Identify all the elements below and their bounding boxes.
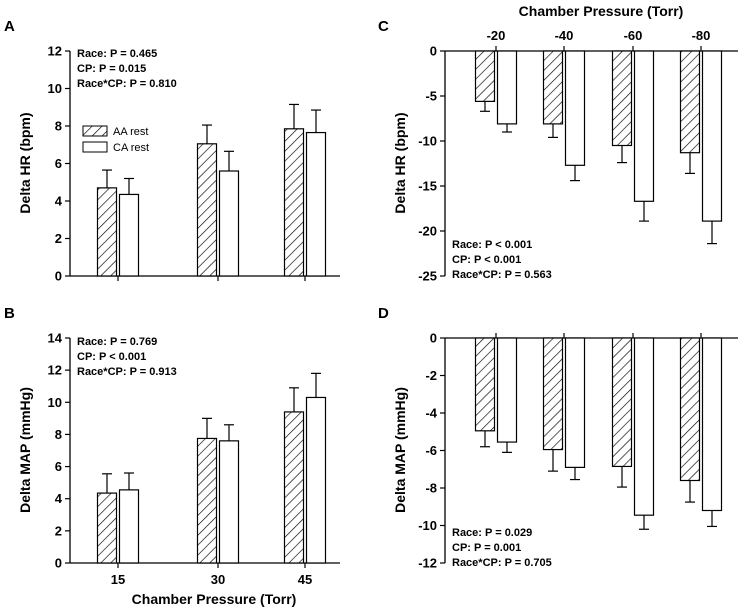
y-tick-label: -8 [425, 481, 437, 496]
bar-ca-rest [701, 337, 723, 512]
x-tick-label: 30 [211, 572, 225, 587]
panel-label-d: D [378, 305, 389, 322]
y-tick-label: -12 [418, 556, 437, 571]
bar-aa-rest [474, 337, 496, 432]
y-tick-label: -10 [418, 518, 437, 533]
stat-cp: CP: P = 0.015 [77, 63, 146, 75]
y-tick-label: 14 [48, 331, 63, 346]
y-tick-label: 8 [55, 119, 62, 134]
y-tick-label: 0 [55, 556, 62, 571]
bar-ca-rest [118, 193, 140, 277]
x-tick-label: -60 [624, 28, 643, 43]
stat-cp: CP: P < 0.001 [452, 254, 521, 266]
stat-race: Race: P = 0.465 [77, 48, 157, 60]
bar-aa-rest [542, 337, 564, 451]
stat-interaction: Race*CP: P = 0.810 [77, 78, 177, 90]
stat-race: Race: P = 0.769 [77, 336, 157, 348]
y-tick-label: -20 [418, 224, 437, 239]
bar-aa-rest [283, 128, 305, 277]
legend-label-ca: CA rest [113, 142, 149, 154]
y-tick-label: -15 [418, 179, 437, 194]
x-tick-label: 45 [298, 572, 312, 587]
y-axis-title: Delta MAP (mmHg) [17, 387, 33, 513]
y-tick-label: 8 [55, 427, 62, 442]
bar-ca-rest [218, 170, 240, 277]
stat-cp: CP: P < 0.001 [77, 351, 146, 363]
y-tick-label: 0 [430, 44, 437, 59]
x-tick-label: -80 [692, 28, 711, 43]
y-tick-label: -4 [425, 406, 437, 421]
y-tick-label: 4 [55, 491, 63, 506]
bar-ca-rest [701, 50, 723, 222]
bar-aa-rest [96, 492, 118, 564]
bar-ca-rest [564, 50, 586, 166]
y-tick-label: 0 [55, 269, 62, 284]
legend-swatch-ca [82, 141, 108, 153]
panel-label-b: B [4, 305, 15, 322]
y-tick-label: 6 [55, 459, 62, 474]
panel-a: Delta HR (bpm) Race: P = 0.465 CP: P = 0… [17, 44, 340, 284]
bar-ca-rest [118, 489, 140, 564]
panel-b: Delta MAP (mmHg) Chamber Pressure (Torr)… [17, 331, 340, 607]
stat-race: Race: P = 0.029 [452, 527, 532, 539]
stat-race: Race: P < 0.001 [452, 239, 532, 251]
bar-aa-rest [283, 411, 305, 564]
bar-ca-rest [305, 131, 327, 277]
legend-label-aa: AA rest [113, 126, 148, 138]
x-tick-label: -20 [487, 28, 506, 43]
stat-interaction: Race*CP: P = 0.913 [77, 366, 177, 378]
y-axis-title: Delta MAP (mmHg) [392, 387, 408, 513]
panel-label-a: A [4, 18, 15, 35]
bar-aa-rest [196, 437, 218, 564]
panel-d: Delta MAP (mmHg) Race: P = 0.029 CP: P =… [392, 331, 738, 571]
bar-ca-rest [496, 50, 518, 125]
bar-ca-rest [218, 440, 240, 564]
x-tick-label: -40 [555, 28, 574, 43]
y-tick-label: -5 [425, 89, 437, 104]
y-tick-label: -2 [425, 368, 437, 383]
stat-interaction: Race*CP: P = 0.705 [452, 557, 552, 569]
x-tick-label: 15 [111, 572, 125, 587]
stat-interaction: Race*CP: P = 0.563 [452, 269, 552, 281]
y-tick-label: -6 [425, 443, 437, 458]
bar-aa-rest [474, 50, 496, 103]
bar-ca-rest [564, 337, 586, 468]
y-tick-label: 10 [48, 395, 62, 410]
bar-aa-rest [679, 337, 701, 482]
bar-ca-rest [496, 337, 518, 443]
y-tick-label: 12 [48, 363, 62, 378]
bar-ca-rest [633, 337, 655, 516]
y-tick-label: 2 [55, 231, 62, 246]
panel-label-c: C [378, 18, 389, 35]
stat-cp: CP: P = 0.001 [452, 542, 521, 554]
y-tick-label: 4 [55, 194, 63, 209]
y-tick-label: 10 [48, 81, 62, 96]
legend-swatch-aa [82, 125, 108, 137]
y-tick-label: -25 [418, 269, 437, 284]
x-axis-title: Chamber Pressure (Torr) [519, 3, 684, 19]
y-tick-label: -10 [418, 134, 437, 149]
panel-c: Delta HR (bpm) Chamber Pressure (Torr) R… [392, 3, 738, 284]
y-tick-label: 0 [430, 331, 437, 346]
bar-aa-rest [611, 50, 633, 147]
bar-ca-rest [305, 396, 327, 564]
y-tick-label: 6 [55, 156, 62, 171]
bar-aa-rest [611, 337, 633, 468]
y-tick-label: 12 [48, 44, 62, 59]
bar-aa-rest [196, 143, 218, 277]
y-tick-label: 2 [55, 523, 62, 538]
y-axis-title: Delta HR (bpm) [17, 112, 33, 213]
legend: AA rest CA rest [82, 125, 149, 154]
bar-aa-rest [542, 50, 564, 125]
x-axis-title: Chamber Pressure (Torr) [132, 591, 297, 607]
y-axis-title: Delta HR (bpm) [392, 112, 408, 213]
bar-ca-rest [633, 50, 655, 202]
bar-aa-rest [679, 50, 701, 154]
bar-aa-rest [96, 187, 118, 277]
